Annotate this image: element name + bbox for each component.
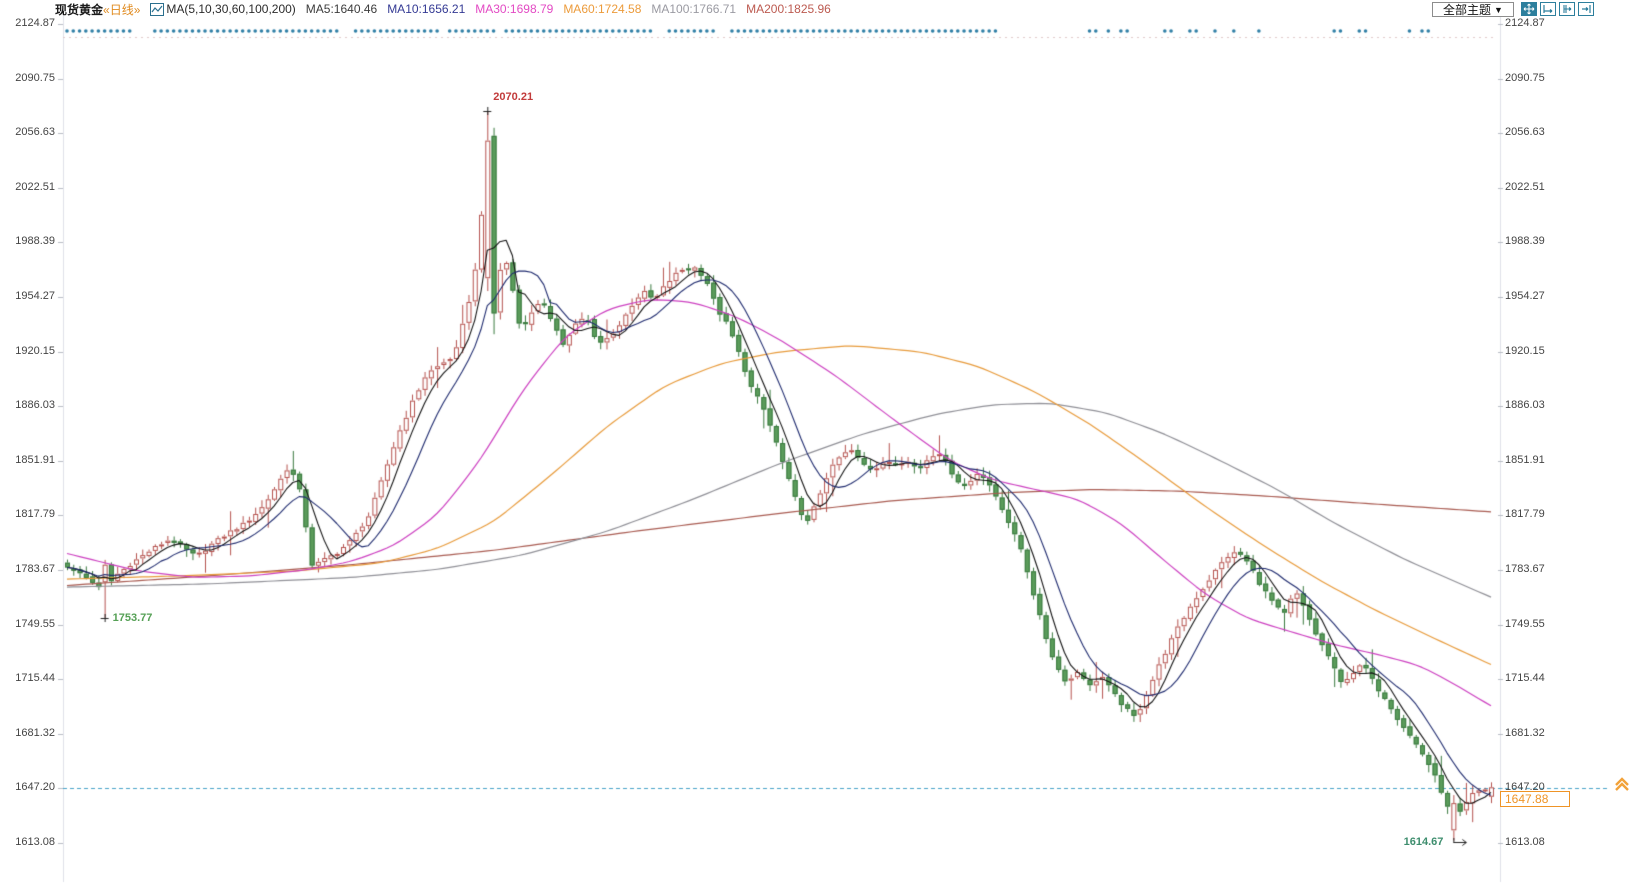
y-axis-tick-label: 1886.03 <box>1505 399 1545 412</box>
y-axis-tick-label: 1647.20 <box>1505 781 1545 794</box>
y-axis-tick-label: 1886.03 <box>15 399 55 412</box>
y-axis-tick-label: 1851.91 <box>15 453 55 466</box>
last-price-tag: 1647.88 <box>1500 791 1570 808</box>
y-axis-tick-label: 2124.87 <box>1505 17 1545 29</box>
ma5-value: MA5:1640.46 <box>305 2 378 16</box>
y-axis-tick-label: 2056.63 <box>1505 126 1545 139</box>
y-axis-tick-label: 1681.32 <box>1505 726 1545 739</box>
y-axis-tick-label: 1613.08 <box>1505 836 1545 848</box>
y-axis-tick-label: 1988.39 <box>15 235 55 248</box>
y-axis-tick-label: 2090.75 <box>1505 71 1545 84</box>
y-axis-tick-label: 2022.51 <box>15 180 55 193</box>
fit-both-axes-icon-button[interactable] <box>1540 2 1556 16</box>
low-price-annotation: 1614.67 <box>1403 836 1444 849</box>
y-axis-tick-label: 2090.75 <box>15 71 55 84</box>
y-axis-tick-label: 1920.15 <box>1505 344 1545 357</box>
ma200-value: MA200:1825.96 <box>746 2 831 16</box>
ma30-value: MA30:1698.79 <box>475 2 554 16</box>
y-axis-tick-label: 1783.67 <box>15 563 55 575</box>
y-axis-tick-label: 1715.44 <box>15 672 55 685</box>
theme-dropdown-label: 全部主题 <box>1443 2 1492 17</box>
ma-settings-icon[interactable] <box>150 2 165 16</box>
pan-right-icon <box>1582 5 1591 13</box>
fit-both-axes-icon <box>1543 5 1553 13</box>
chevron-down-icon: ▼ <box>1494 4 1503 15</box>
y-axis-tick-label: 1954.27 <box>15 290 55 302</box>
high-price-annotation: 2070.21 <box>493 91 534 104</box>
y-axis-tick-label: 1817.79 <box>1505 508 1545 521</box>
swing-low-annotation: 1753.77 <box>112 611 153 624</box>
y-axis-tick-label: 1954.27 <box>1505 290 1545 302</box>
y-axis-tick-label: 1749.55 <box>15 617 55 630</box>
y-axis-tick-label: 2124.87 <box>15 17 55 29</box>
fit-left-axis-icon-button[interactable] <box>1559 2 1575 16</box>
ma10-value: MA10:1656.21 <box>387 2 466 16</box>
move-crosshair-icon-button[interactable] <box>1521 2 1537 16</box>
symbol-name: 现货黄金 <box>55 2 104 17</box>
left-price-axis[interactable]: 2124.87 2090.75 2056.63 2022.51 1988.39 1954.… <box>0 0 57 887</box>
theme-dropdown-button[interactable]: 全部主题 ▼ <box>1432 2 1514 17</box>
y-axis-tick-label: 1988.39 <box>1505 235 1545 248</box>
pan-right-icon-button[interactable] <box>1578 2 1594 16</box>
ma100-value: MA100:1766.71 <box>651 2 737 16</box>
y-axis-tick-label: 1817.79 <box>15 508 55 521</box>
fit-left-axis-icon <box>1563 5 1572 13</box>
y-axis-tick-label: 1920.15 <box>15 344 55 357</box>
y-axis-tick-label: 2022.51 <box>1505 180 1545 193</box>
y-axis-tick-label: 1783.67 <box>1505 563 1545 575</box>
y-axis-tick-label: 1681.32 <box>15 726 55 739</box>
move-crosshair-icon <box>1523 3 1535 15</box>
right-price-axis[interactable]: 2124.87 2090.75 2056.63 2022.51 1988.39 1954.… <box>1505 0 1575 887</box>
ma-group-label: MA(5,10,30,60,100,200) <box>166 2 296 16</box>
ma60-value: MA60:1724.58 <box>563 2 642 16</box>
y-axis-tick-label: 2056.63 <box>15 126 55 139</box>
y-axis-tick-label: 1715.44 <box>1505 672 1545 685</box>
chart-legend: 现货黄金 «日线» MA(5,10,30,60,100,200) MA5:164… <box>55 1 841 17</box>
price-alert-arrow-icon[interactable] <box>1613 777 1634 797</box>
period-label: «日线» <box>103 2 141 17</box>
y-axis-tick-label: 1647.20 <box>15 781 55 794</box>
y-axis-tick-label: 1749.55 <box>1505 617 1545 630</box>
y-axis-tick-label: 1613.08 <box>15 836 55 848</box>
y-axis-tick-label: 1851.91 <box>1505 453 1545 466</box>
